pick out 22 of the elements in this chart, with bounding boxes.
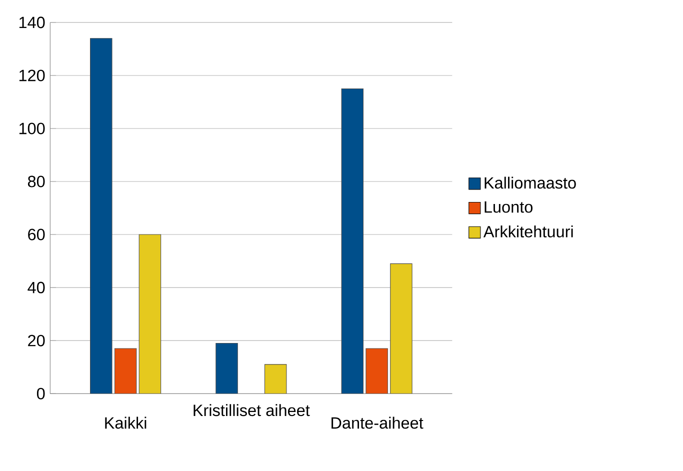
y-tick-label: 120 — [19, 70, 45, 82]
bar — [341, 88, 364, 394]
x-tick-label: Kristilliset aiheet — [194, 404, 310, 416]
x-tick-label: Kaikki — [105, 416, 146, 429]
bar — [90, 38, 112, 394]
y-tick-label: 80 — [28, 176, 45, 188]
y-tick-label: 60 — [28, 228, 45, 240]
y-tick-label: 40 — [28, 282, 45, 294]
legend-label: Luonto — [484, 202, 532, 213]
y-tick-label: 20 — [28, 334, 45, 346]
bar — [216, 343, 238, 394]
bar — [264, 364, 287, 394]
bar — [138, 234, 162, 394]
bar — [366, 348, 388, 394]
y-tick-label: 140 — [19, 16, 45, 28]
x-tick-label: Dante-aiheet — [332, 416, 424, 429]
y-tick-label: 0 — [36, 388, 45, 400]
y-tick-label: 100 — [19, 122, 45, 134]
bar — [390, 264, 412, 394]
bar — [114, 348, 137, 394]
legend-label: Arkkitehtuuri — [483, 226, 573, 238]
legend-label: Kalliomaasto — [484, 176, 576, 189]
